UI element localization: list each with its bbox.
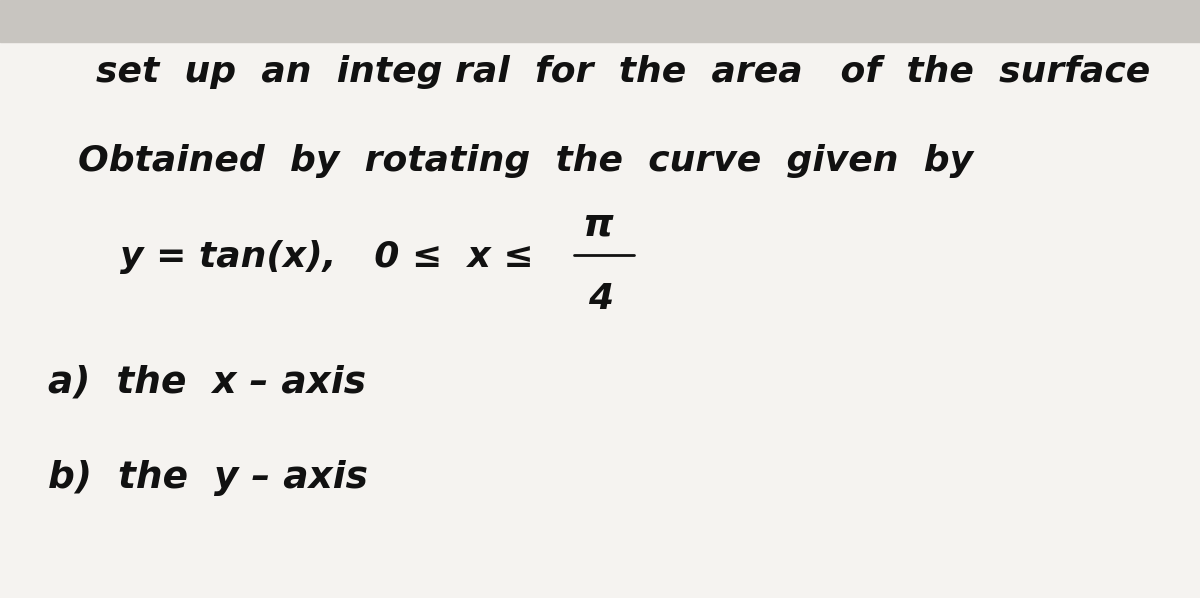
Text: b)  the  y – axis: b) the y – axis	[48, 460, 368, 496]
Text: 4: 4	[588, 282, 613, 316]
Text: π: π	[582, 205, 613, 243]
Text: a)  the  x – axis: a) the x – axis	[48, 365, 366, 401]
Text: Obtained  by  rotating  the  curve  given  by: Obtained by rotating the curve given by	[78, 145, 973, 178]
Text: y = tan(x),   0 ≤  x ≤: y = tan(x), 0 ≤ x ≤	[120, 240, 534, 274]
Text: set  up  an  integ ral  for  the  area   of  the  surface: set up an integ ral for the area of the …	[96, 55, 1151, 89]
Bar	[0, 0, 1200, 42]
